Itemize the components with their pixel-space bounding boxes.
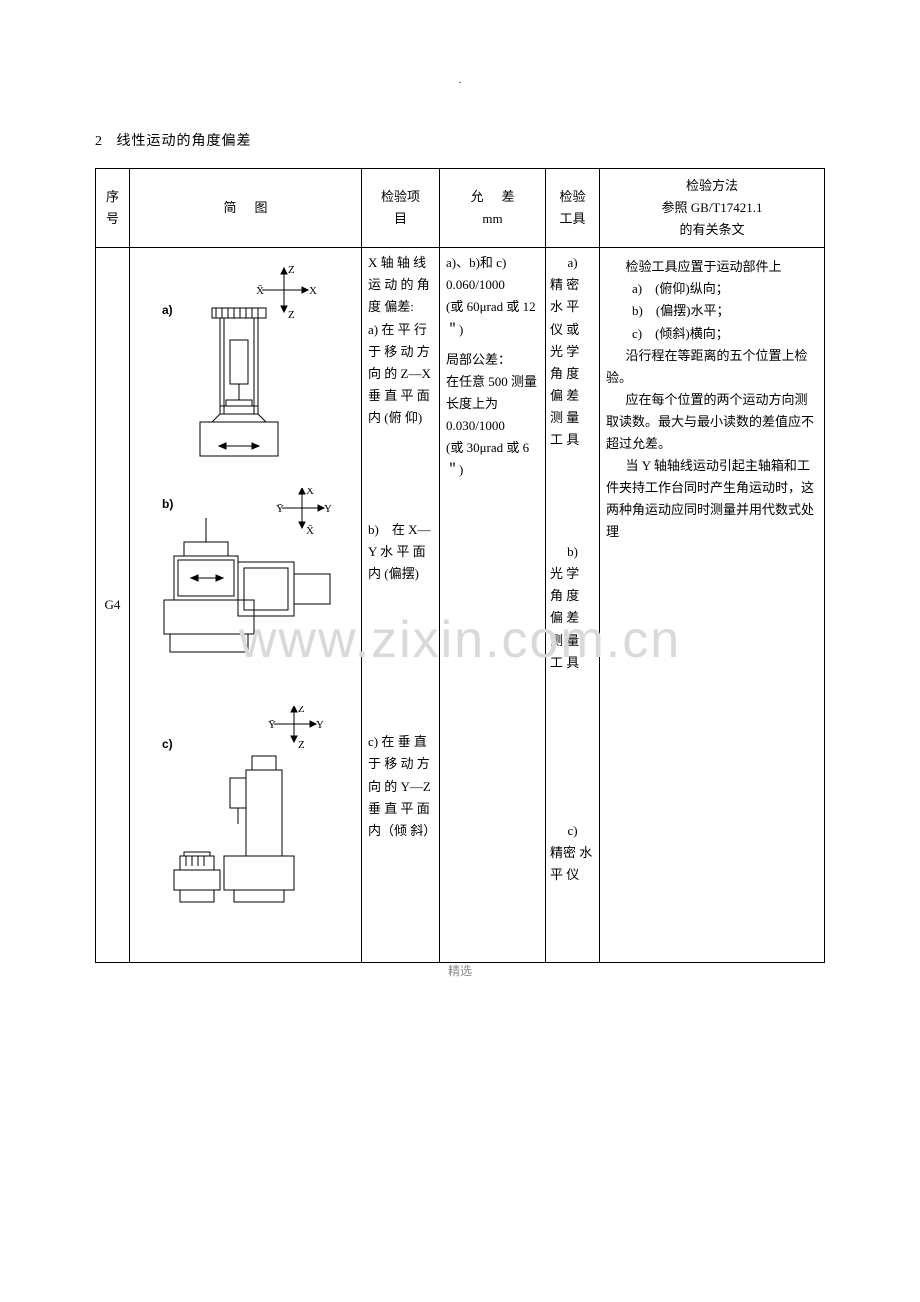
diagram-c-label: c) <box>162 734 173 754</box>
axis-zb3: Z <box>298 739 305 751</box>
th-diagram-left: 简 <box>223 197 236 219</box>
diagram-b-label: b) <box>162 494 173 514</box>
th-tol-left: 允 <box>470 186 483 208</box>
th-method-l3: 的有关条文 <box>604 219 820 241</box>
th-item-bot: 目 <box>366 208 435 230</box>
tol-line2: 0.060/1000 <box>446 274 539 296</box>
th-item-top: 检验项 <box>366 186 435 208</box>
table-row: G4 a) Z <box>96 248 825 963</box>
th-tol-right: 差 <box>502 186 515 208</box>
method-li-a: a) (俯仰)纵向； <box>606 278 818 300</box>
th-method: 检验方法 参照 GB/T17421.1 的有关条文 <box>600 169 825 248</box>
axis-yb3: Ȳ <box>268 719 276 731</box>
th-tol-unit: mm <box>444 208 541 230</box>
section-title-text: 线性运动的角度偏差 <box>117 134 252 149</box>
axis-z: Z <box>288 264 295 276</box>
method-p2: 沿行程在等距离的五个位置上检验。 <box>606 345 818 389</box>
method-li-b: b) (偏摆)水平； <box>606 300 818 322</box>
section-heading: 2 线性运动的角度偏差 <box>95 130 825 150</box>
th-diagram-right: 图 <box>255 197 268 219</box>
diagram-a: a) Z X Z <box>134 260 357 470</box>
axis-y2: Y <box>324 503 332 515</box>
diagram-a-svg: Z X Z X̄ <box>134 260 364 470</box>
item-a: a) 在 平 行 于 移 动 方 向 的 Z—X 垂 直 平 面 内 (俯 仰) <box>368 319 433 429</box>
cell-seq: G4 <box>96 248 130 963</box>
tol-local1: 在任意 500 测量长度上为 0.030/1000 <box>446 371 539 437</box>
section-number: 2 <box>95 134 103 149</box>
method-p4: 当 Y 轴轴线运动引起主轴箱和工件夹持工作台同时产生角运动时，这两种角运动应同时… <box>606 455 818 543</box>
axis-x2: X <box>306 488 314 497</box>
tol-line3: (或 60μrad 或 12＂) <box>446 296 539 340</box>
tol-local2: (或 30μrad 或 6＂) <box>446 437 539 481</box>
tool-a-text: 精 密 水 平 仪 或 光 学 角 度 偏 差 测 量 工 具 <box>550 274 595 451</box>
item-intro: X 轴 轴 线 运 动 的 角 度 偏差: <box>368 252 433 318</box>
th-method-l2: 参照 GB/T17421.1 <box>604 197 820 219</box>
tool-b-text: 光 学 角 度 偏 差 测 量 工 具 <box>550 563 595 673</box>
th-tol: 允 差 mm <box>440 169 546 248</box>
th-tool: 检验 工具 <box>546 169 600 248</box>
method-p3: 应在每个位置的两个运动方向测取读数。最大与最小读数的差值应不超过允差。 <box>606 389 818 455</box>
axis-yb2: Ȳ <box>276 503 284 515</box>
method-p1: 检验工具应置于运动部件上 <box>606 256 818 278</box>
item-b: b) 在 X—Y 水 平 面 内 (偏摆) <box>368 519 433 585</box>
th-seq-top: 序 <box>100 186 125 208</box>
diagram-b-svg: X Y X̄ Ȳ <box>134 488 364 688</box>
axis-y3: Y <box>316 719 324 731</box>
axis-xbar: X̄ <box>256 285 264 297</box>
tool-a-label: a) <box>550 252 595 274</box>
table-header-row: 序 号 简 图 检验项 目 允 差 mm 检验 <box>96 169 825 248</box>
inspection-table: 序 号 简 图 检验项 目 允 差 mm 检验 <box>95 168 825 963</box>
tool-b-label: b) <box>550 541 595 563</box>
tool-c-label: c) <box>550 820 595 842</box>
th-tool-top: 检验 <box>550 186 595 208</box>
th-seq-bot: 号 <box>100 208 125 230</box>
th-item: 检验项 目 <box>362 169 440 248</box>
method-li-c: c) (倾斜)横向； <box>606 323 818 345</box>
cell-tool: a) 精 密 水 平 仪 或 光 学 角 度 偏 差 测 量 工 具 b) 光 … <box>546 248 600 963</box>
cell-diagram: a) Z X Z <box>130 248 362 963</box>
th-tool-bot: 工具 <box>550 208 595 230</box>
item-c: c) 在 垂 直 于 移 动 方 向 的 Y—Z 垂 直 平 面内（倾 斜） <box>368 731 433 841</box>
cell-method: 检验工具应置于运动部件上 a) (俯仰)纵向； b) (偏摆)水平； c) (倾… <box>600 248 825 963</box>
tol-line1: a)、b)和 c) <box>446 252 539 274</box>
axis-xb2: X̄ <box>306 525 314 537</box>
axis-z3: Z <box>298 706 305 715</box>
axis-zbar: Z <box>288 309 295 321</box>
diagram-b: b) X Y X̄ Ȳ <box>134 488 357 688</box>
axis-x: X <box>309 285 317 297</box>
cell-tolerance: a)、b)和 c) 0.060/1000 (或 60μrad 或 12＂) 局部… <box>440 248 546 963</box>
th-diagram: 简 图 <box>130 169 362 248</box>
cell-item: X 轴 轴 线 运 动 的 角 度 偏差: a) 在 平 行 于 移 动 方 向… <box>362 248 440 963</box>
tol-local-label: 局部公差： <box>446 349 539 371</box>
tool-c-text: 精密 水平 仪 <box>550 842 595 886</box>
diagram-c: c) Z Y Z Ȳ <box>134 706 357 936</box>
page-footer: 精选 <box>448 962 472 979</box>
top-mark: . <box>459 72 462 87</box>
th-seq: 序 号 <box>96 169 130 248</box>
diagram-a-label: a) <box>162 300 173 320</box>
th-method-l1: 检验方法 <box>604 175 820 197</box>
